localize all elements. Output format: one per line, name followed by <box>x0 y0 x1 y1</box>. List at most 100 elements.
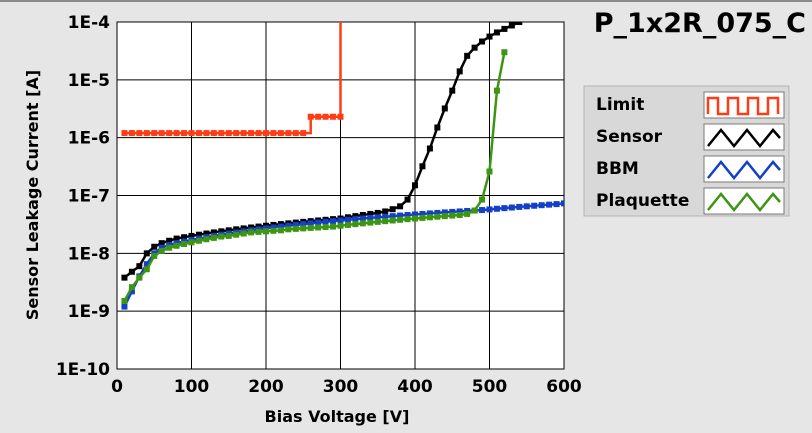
sensor-point <box>501 25 508 32</box>
limit-point <box>263 130 269 137</box>
sensor-point <box>128 268 135 275</box>
legend-line-plaquette <box>707 192 781 212</box>
bbm-point <box>419 210 426 217</box>
sensor-point <box>195 231 202 238</box>
bbm-point <box>434 209 441 216</box>
sensor-point <box>389 206 396 213</box>
sensor-point <box>426 145 433 152</box>
sensor-point <box>210 229 217 236</box>
plaquette-point <box>441 213 448 220</box>
bbm-point <box>493 205 500 212</box>
bbm-point <box>456 208 463 215</box>
plaquette-point <box>426 214 433 221</box>
legend-label-sensor: Sensor <box>596 127 663 147</box>
bbm-point <box>516 203 523 210</box>
limit-point <box>210 130 217 137</box>
legend-entries: Limit Sensor BBM Plaquette <box>596 91 785 215</box>
sensor-point <box>471 44 478 51</box>
bbm-point <box>553 201 560 208</box>
plaquette-point <box>404 216 411 223</box>
sensor-point <box>359 212 366 219</box>
plaquette-point <box>359 220 366 227</box>
plaquette-point <box>464 210 471 217</box>
plaquette-point <box>195 237 202 244</box>
bbm-point <box>531 202 538 209</box>
bbm-point <box>121 303 128 310</box>
y-tick-label: 1E-8 <box>68 244 110 264</box>
plaquette-point <box>285 226 292 233</box>
series-layer <box>121 22 564 310</box>
bbm-point <box>412 211 418 218</box>
bbm-point <box>270 224 277 231</box>
series-limit <box>121 22 344 137</box>
plaquette-point <box>322 224 329 231</box>
sensor-point <box>136 263 143 270</box>
limit-point <box>248 130 255 137</box>
plaquette-point <box>352 221 359 228</box>
sensor-point <box>218 228 225 235</box>
limit-point <box>151 130 158 137</box>
limit-point <box>307 113 314 120</box>
bbm-point <box>367 214 374 221</box>
bbm-point <box>158 244 165 251</box>
legend-swatch-plaquette <box>703 187 785 215</box>
limit-point <box>277 130 284 137</box>
x-tick-label: 0 <box>111 377 123 397</box>
y-tick-label: 1E-6 <box>68 129 110 149</box>
bbm-point <box>501 205 508 212</box>
legend: Limit Sensor BBM Plaquette <box>583 85 790 217</box>
y-tick-label: 1E-10 <box>56 360 110 380</box>
plaquette-point <box>434 213 441 220</box>
sensor-point <box>143 250 150 257</box>
sensor-point <box>382 208 389 215</box>
plaquette-point <box>292 225 299 232</box>
limit-point <box>255 130 262 137</box>
plaquette-point <box>367 219 374 226</box>
plaquette-point <box>493 87 500 94</box>
sensor-point <box>151 243 158 250</box>
bbm-point <box>404 212 411 219</box>
bbm-point <box>322 218 329 225</box>
x-axis-title: Bias Voltage [V] <box>265 407 410 426</box>
plaquette-point <box>412 215 418 222</box>
sensor-point <box>188 232 195 239</box>
bbm-point <box>285 222 292 229</box>
bbm-point <box>486 206 493 213</box>
plaquette-point <box>330 223 337 230</box>
limit-point <box>285 130 292 137</box>
plaquette-point <box>128 284 135 291</box>
bbm-point <box>292 221 299 228</box>
plaquette-point <box>419 214 426 221</box>
bbm-point <box>143 261 150 268</box>
legend-line-bbm <box>707 160 781 180</box>
sensor-point <box>225 227 232 234</box>
plaquette-point <box>277 227 284 234</box>
plaquette-point <box>307 224 314 231</box>
limit-point <box>136 130 143 137</box>
limit-point <box>337 113 344 120</box>
plaquette-point <box>449 212 456 219</box>
sensor-point <box>397 203 404 210</box>
sensor-point <box>173 235 180 242</box>
y-tick-label: 1E-5 <box>68 71 110 91</box>
bbm-point <box>344 216 351 223</box>
sensor-point <box>203 230 210 237</box>
legend-line-limit <box>706 96 780 116</box>
plaquette-point <box>255 228 262 235</box>
plaquette-point <box>121 297 128 304</box>
plaquette-point <box>389 217 396 224</box>
plaquette-point <box>143 266 150 273</box>
limit-point <box>181 130 188 137</box>
plaquette-point <box>501 49 508 56</box>
x-tick-label: 200 <box>248 377 284 397</box>
series-plaquette <box>121 49 508 304</box>
plaquette-point <box>188 239 195 246</box>
plaquette-point <box>471 207 478 214</box>
limit-point <box>225 130 232 137</box>
y-tick-label: 1E-4 <box>68 13 110 33</box>
x-tick-label: 400 <box>397 377 433 397</box>
bbm-point <box>277 223 284 230</box>
legend-swatch-bbm <box>703 155 785 183</box>
limit-point <box>166 130 173 137</box>
bbm-point <box>330 218 337 225</box>
